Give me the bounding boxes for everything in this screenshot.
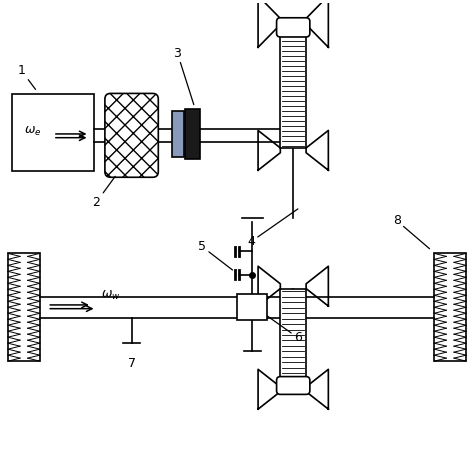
Text: 8: 8 xyxy=(393,214,429,249)
Bar xyxy=(173,110,184,157)
Text: $\omega_e$: $\omega_e$ xyxy=(24,125,41,138)
Text: 5: 5 xyxy=(198,240,233,270)
Text: $\omega_w$: $\omega_w$ xyxy=(101,289,121,301)
Bar xyxy=(12,94,94,172)
Bar xyxy=(280,24,306,148)
Bar xyxy=(280,289,306,387)
FancyBboxPatch shape xyxy=(277,18,310,37)
Bar xyxy=(237,294,267,320)
Bar xyxy=(434,254,466,361)
Bar xyxy=(184,109,200,158)
Text: 7: 7 xyxy=(128,357,136,370)
FancyBboxPatch shape xyxy=(105,93,158,177)
Text: 4: 4 xyxy=(247,209,298,248)
Text: 6: 6 xyxy=(258,310,302,344)
FancyBboxPatch shape xyxy=(277,377,310,394)
Text: 3: 3 xyxy=(173,46,194,105)
Bar xyxy=(8,254,40,361)
Text: 2: 2 xyxy=(92,176,115,209)
Text: 1: 1 xyxy=(18,64,36,90)
